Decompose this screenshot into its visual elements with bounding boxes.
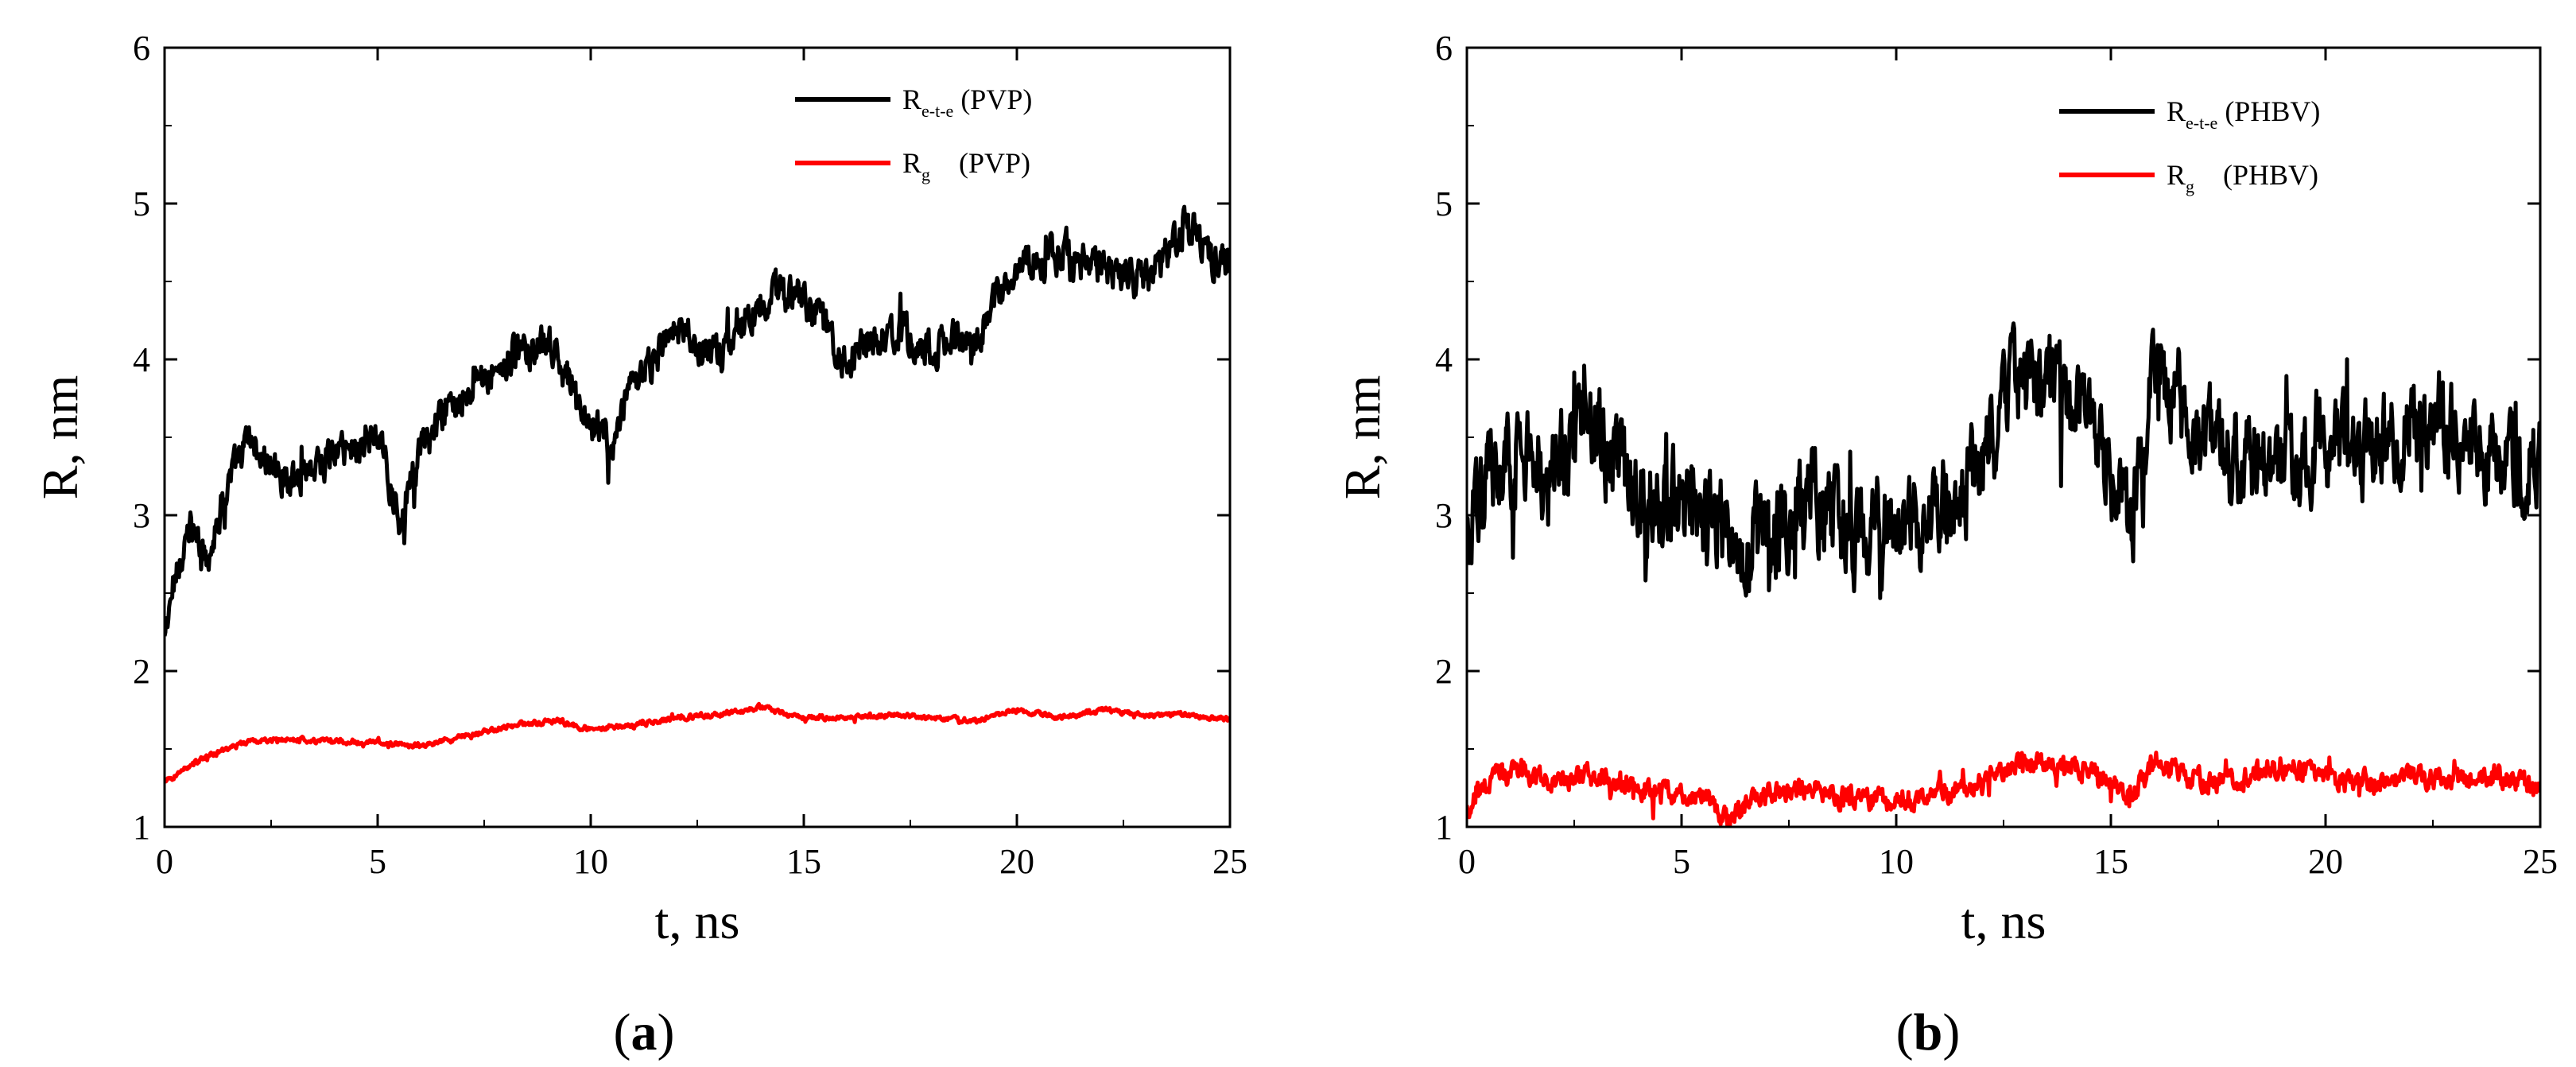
legend: Re-t-e (PHBV)Rg (PHBV) bbox=[2059, 95, 2320, 196]
panel-caption: (a) bbox=[614, 1003, 675, 1061]
x-tick-label: 10 bbox=[573, 842, 608, 881]
legend-label-subscript: e-t-e bbox=[921, 101, 953, 121]
legend-label-rest: (PVP) bbox=[930, 147, 1030, 179]
y-tick-label: 5 bbox=[133, 184, 150, 223]
legend: Re-t-e (PVP)Rg (PVP) bbox=[795, 83, 1032, 184]
panel-caption-letter: a bbox=[631, 1003, 658, 1061]
panel-caption-letter: b bbox=[1914, 1003, 1943, 1061]
x-tick-label: 5 bbox=[1673, 842, 1690, 881]
y-tick-label: 4 bbox=[133, 340, 150, 379]
y-tick-label: 1 bbox=[1435, 808, 1453, 847]
y-tick-label: 2 bbox=[1435, 652, 1453, 691]
x-tick-label: 15 bbox=[2093, 842, 2128, 881]
y-tick-label: 2 bbox=[133, 652, 150, 691]
legend-label-rest: (PHBV) bbox=[2194, 159, 2318, 191]
legend-label: Re-t-e (PHBV) bbox=[2167, 95, 2320, 133]
y-axis-title: R, nm bbox=[1334, 375, 1391, 499]
x-tick-label: 20 bbox=[2308, 842, 2343, 881]
legend-label-subscript: g bbox=[921, 165, 930, 184]
y-tick-label: 4 bbox=[1435, 340, 1453, 379]
x-tick-label: 10 bbox=[1879, 842, 1914, 881]
x-tick-label: 25 bbox=[2523, 842, 2558, 881]
x-tick-label: 0 bbox=[1458, 842, 1476, 881]
x-tick-label: 0 bbox=[156, 842, 173, 881]
series-line-rg bbox=[165, 701, 1230, 784]
y-tick-label: 1 bbox=[133, 808, 150, 847]
series-line-re2e bbox=[1467, 321, 2540, 600]
legend-label-main: R bbox=[2167, 95, 2186, 127]
series-line-rg bbox=[1467, 751, 2540, 827]
x-axis-title: t, ns bbox=[655, 893, 740, 949]
panel-caption-close: ) bbox=[1942, 1003, 1960, 1061]
x-tick-label: 5 bbox=[369, 842, 386, 881]
series-line-re2e bbox=[165, 204, 1230, 637]
y-tick-label: 6 bbox=[133, 29, 150, 68]
y-axis-title: R, nm bbox=[32, 375, 88, 499]
y-tick-label: 6 bbox=[1435, 29, 1453, 68]
legend-label: Rg (PVP) bbox=[902, 147, 1030, 184]
x-tick-label: 25 bbox=[1212, 842, 1247, 881]
legend-label-main: R bbox=[902, 147, 921, 179]
legend-label-subscript: g bbox=[2186, 177, 2194, 196]
legend-label-main: R bbox=[2167, 159, 2186, 191]
legend-label: Re-t-e (PVP) bbox=[902, 83, 1032, 121]
panel-caption-open: ( bbox=[614, 1003, 631, 1061]
legend-label-subscript: e-t-e bbox=[2186, 113, 2217, 133]
panel-caption-open: ( bbox=[1896, 1003, 1914, 1061]
legend-label: Rg (PHBV) bbox=[2167, 159, 2318, 196]
y-tick-label: 3 bbox=[1435, 496, 1453, 535]
x-tick-label: 20 bbox=[999, 842, 1034, 881]
x-tick-label: 15 bbox=[786, 842, 821, 881]
y-tick-label: 3 bbox=[133, 496, 150, 535]
panel-caption-close: ) bbox=[658, 1003, 675, 1061]
y-tick-label: 5 bbox=[1435, 184, 1453, 223]
legend-label-rest: (PVP) bbox=[953, 83, 1032, 115]
legend-label-rest: (PHBV) bbox=[2217, 95, 2320, 127]
legend-label-main: R bbox=[902, 83, 921, 115]
panel-caption: (b) bbox=[1896, 1003, 1961, 1061]
x-axis-title: t, ns bbox=[1961, 893, 2046, 949]
